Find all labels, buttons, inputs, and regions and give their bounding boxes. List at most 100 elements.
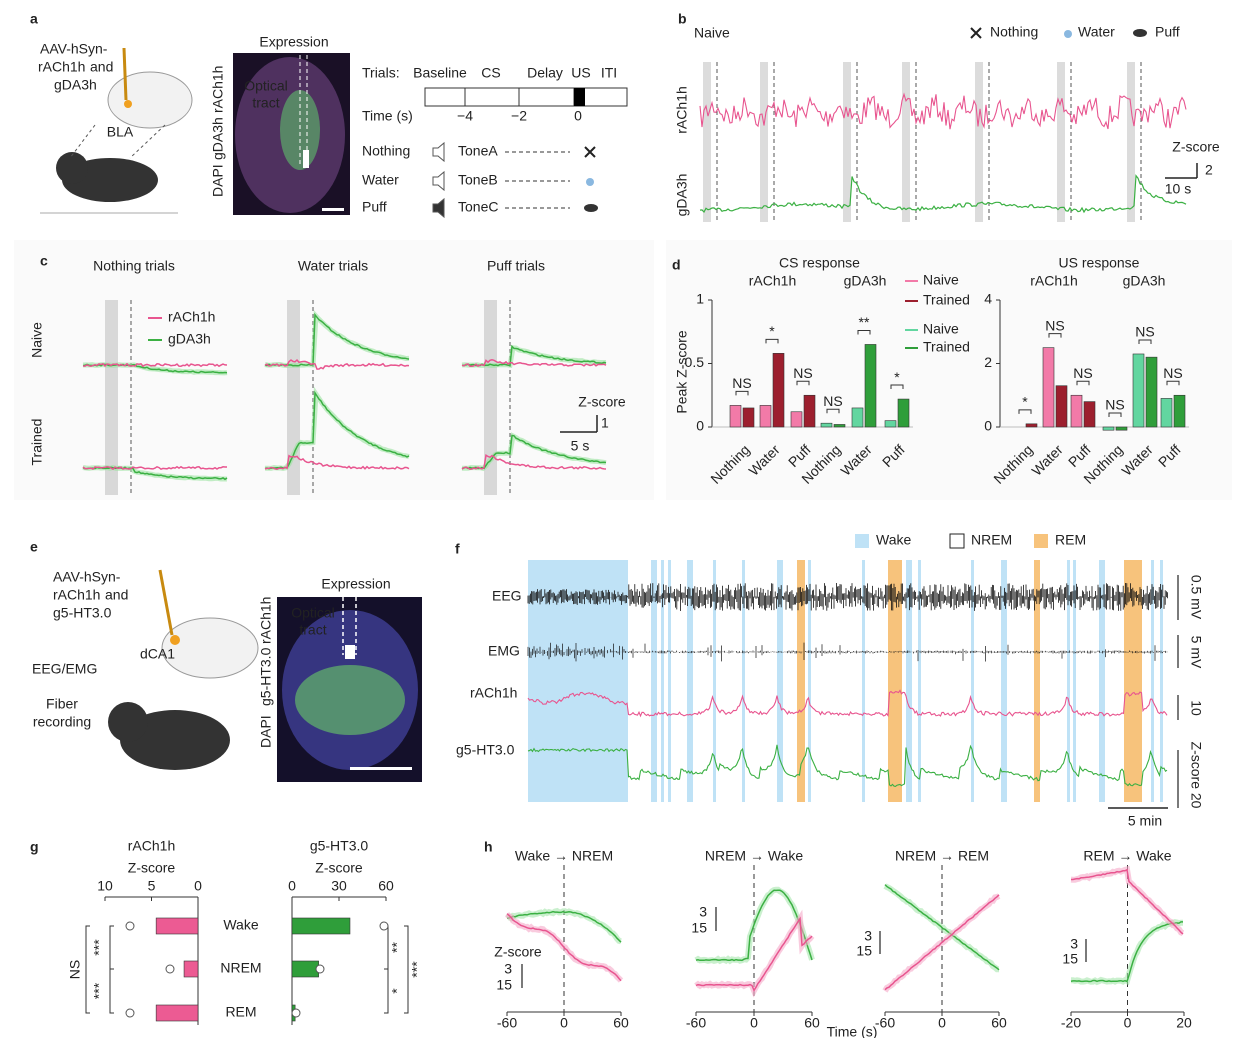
label: Puff <box>1155 24 1180 40</box>
protocol-box <box>424 87 628 107</box>
wake-shading <box>1099 560 1105 802</box>
cs-shading <box>843 62 851 222</box>
cs-shading <box>703 62 711 222</box>
label: g5-HT3.0 <box>456 742 515 758</box>
label: g5-HT3.0 <box>53 605 112 621</box>
label: 10 s <box>1165 181 1191 197</box>
bar <box>1132 353 1145 428</box>
label: gDA3h <box>844 273 887 289</box>
label: Z-score 20 <box>1188 742 1204 809</box>
label: rACh1h <box>53 587 100 603</box>
label: Nothing <box>362 143 410 159</box>
rem-shading <box>1124 560 1142 802</box>
point <box>125 921 135 931</box>
label: BLA <box>107 124 134 140</box>
label: EMG <box>488 643 520 659</box>
x-tick-label: -60 <box>497 1015 517 1031</box>
bar <box>790 411 803 428</box>
label: REM → Wake <box>1083 848 1171 864</box>
wake-shading <box>971 560 974 802</box>
injection-site <box>124 100 132 108</box>
label: recording <box>33 714 91 730</box>
bar <box>1160 398 1173 428</box>
label: EEG/EMG <box>32 661 97 677</box>
puff-icon <box>584 204 598 212</box>
brain <box>161 617 259 679</box>
bar <box>772 353 785 428</box>
label: Wake <box>876 532 911 548</box>
bar <box>851 407 864 428</box>
y-tick-label: 0 <box>984 418 992 434</box>
label: Z-score <box>315 860 363 876</box>
label: NREM → Wake <box>705 848 803 864</box>
label: NREM <box>971 532 1012 548</box>
panel-label: c <box>40 253 48 269</box>
x-tick-label: 60 <box>378 878 394 894</box>
sig-bracket <box>1138 339 1152 344</box>
wake-shading <box>1151 560 1154 802</box>
panel-label: d <box>672 257 681 273</box>
label: 3 <box>699 904 707 920</box>
label: and <box>90 59 113 75</box>
trace <box>695 916 813 993</box>
x-tick-label: 0 <box>560 1015 568 1031</box>
y-tick-label: 0.5 <box>685 354 705 370</box>
label: Delay <box>527 65 563 81</box>
label: AAV-hSyn- <box>53 569 121 585</box>
sig-bracket <box>1048 333 1062 338</box>
sig-label: * <box>389 988 405 994</box>
label: rACh1h <box>1030 273 1077 289</box>
sig-label: * <box>1022 394 1028 410</box>
wake-shading <box>906 560 912 802</box>
label: Naive <box>923 272 959 288</box>
rule <box>129 124 166 159</box>
drop-icon <box>1064 30 1072 38</box>
label: g5-HT3.0 <box>310 838 369 854</box>
x-tick-label: 60 <box>991 1015 1007 1031</box>
sig-label: *** <box>409 961 425 978</box>
label: Trials: <box>362 65 400 81</box>
label: Z-score <box>1172 139 1220 155</box>
trace <box>695 889 813 962</box>
sig-label: * <box>894 369 900 385</box>
label: 2 <box>1205 162 1213 178</box>
tone-icon <box>432 141 445 163</box>
label: Time (s) <box>362 108 413 124</box>
label: 15 <box>856 943 872 959</box>
label: 10 <box>1188 700 1204 716</box>
trace <box>699 174 1187 214</box>
trace <box>527 689 1168 718</box>
sig-bracket <box>384 968 389 1014</box>
bar <box>897 398 910 428</box>
sig-bracket <box>1018 409 1032 414</box>
trace <box>264 312 410 367</box>
point <box>165 964 175 974</box>
trace <box>461 434 607 470</box>
bar <box>729 405 742 428</box>
bar <box>1115 426 1128 431</box>
label: −2 <box>511 108 527 124</box>
wake-shading <box>528 560 628 802</box>
y-tick-label: 1 <box>696 291 704 307</box>
scale-bar <box>322 208 344 211</box>
x-tick-label: 5 <box>148 878 156 894</box>
x-tick-label: 20 <box>1176 1015 1192 1031</box>
label: Baseline <box>413 65 467 81</box>
tone-icon <box>432 170 445 192</box>
point <box>315 964 325 974</box>
bar <box>864 344 877 428</box>
label: Fiber <box>46 696 78 712</box>
label: Water trials <box>298 258 368 274</box>
label: REM <box>1055 532 1086 548</box>
label: gDA3h <box>1123 273 1166 289</box>
trace <box>699 92 1187 130</box>
sig-label: * <box>769 323 775 339</box>
label: ToneC <box>458 199 498 215</box>
sig-label: NS <box>793 365 812 381</box>
trace <box>82 362 228 368</box>
fiber-tip <box>303 150 309 168</box>
bar <box>291 960 319 978</box>
trace <box>1071 868 1184 935</box>
label: Nothing trials <box>93 258 175 274</box>
trace <box>82 465 227 471</box>
